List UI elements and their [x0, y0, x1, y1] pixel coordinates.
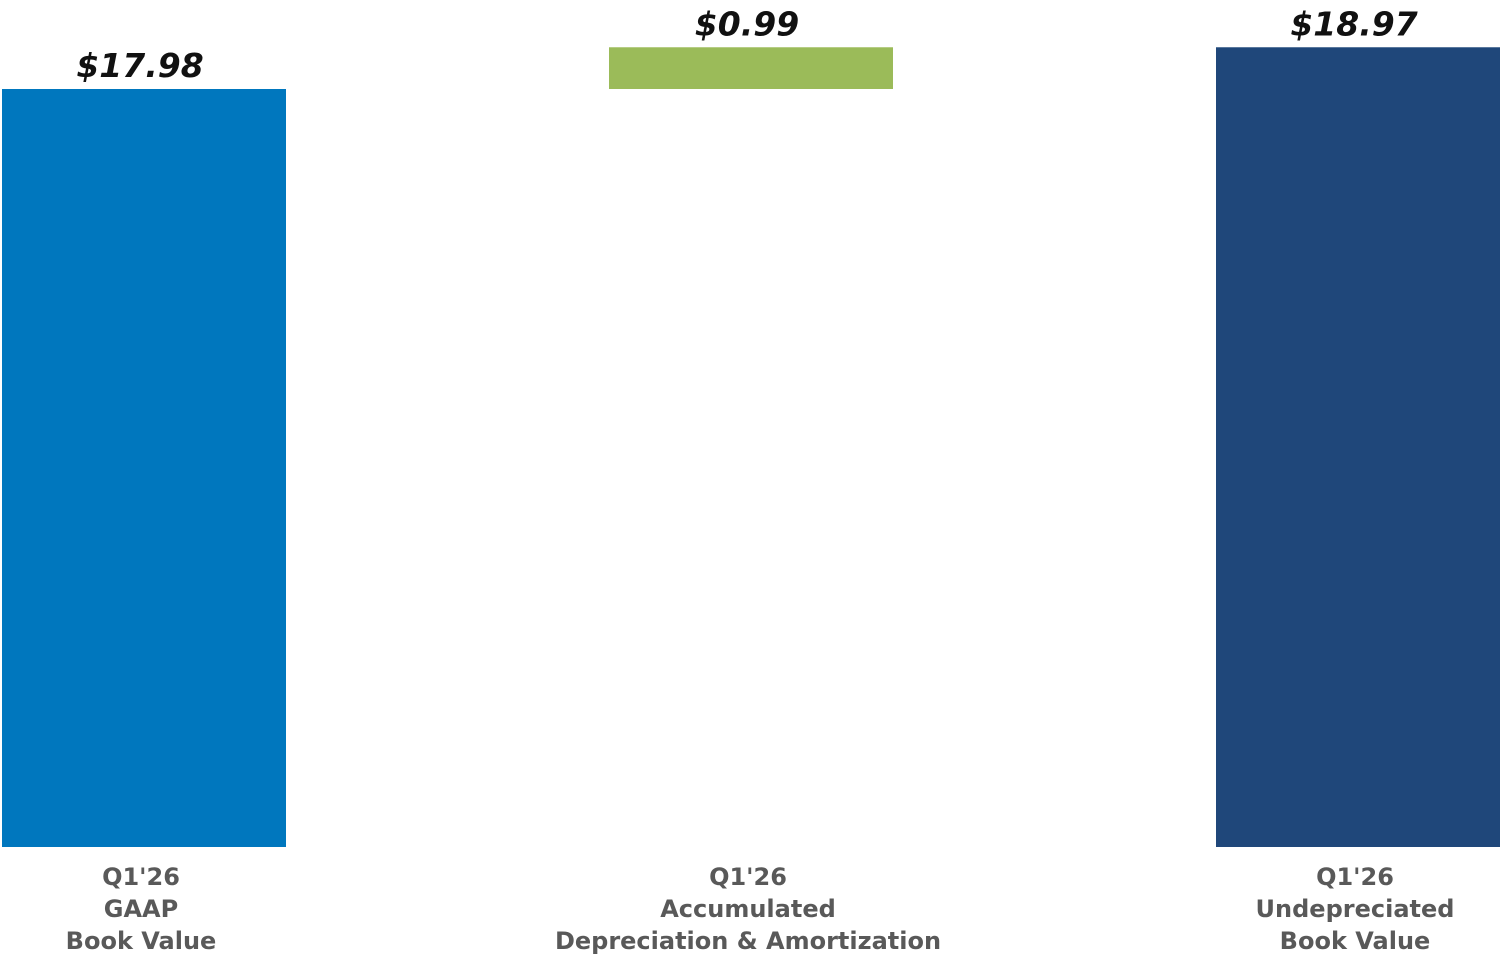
- x-tick-label: Q1'26: [102, 863, 180, 891]
- bar: [2, 89, 286, 848]
- x-tick-label: Q1'26: [709, 863, 787, 891]
- x-tick-label: Book Value: [1280, 927, 1431, 955]
- x-tick-label: Q1'26: [1316, 863, 1394, 891]
- bar: [609, 47, 893, 90]
- value-label: $17.98: [76, 46, 203, 85]
- value-label: $18.97: [1290, 4, 1417, 43]
- x-tick-label: Book Value: [66, 927, 217, 955]
- x-tick-label: Depreciation & Amortization: [555, 927, 941, 955]
- bar: [1216, 47, 1500, 848]
- x-tick-label: Accumulated: [660, 895, 836, 923]
- value-label: $0.99: [695, 4, 799, 43]
- x-tick-label: Undepreciated: [1256, 895, 1455, 923]
- x-tick-label: GAAP: [104, 895, 178, 923]
